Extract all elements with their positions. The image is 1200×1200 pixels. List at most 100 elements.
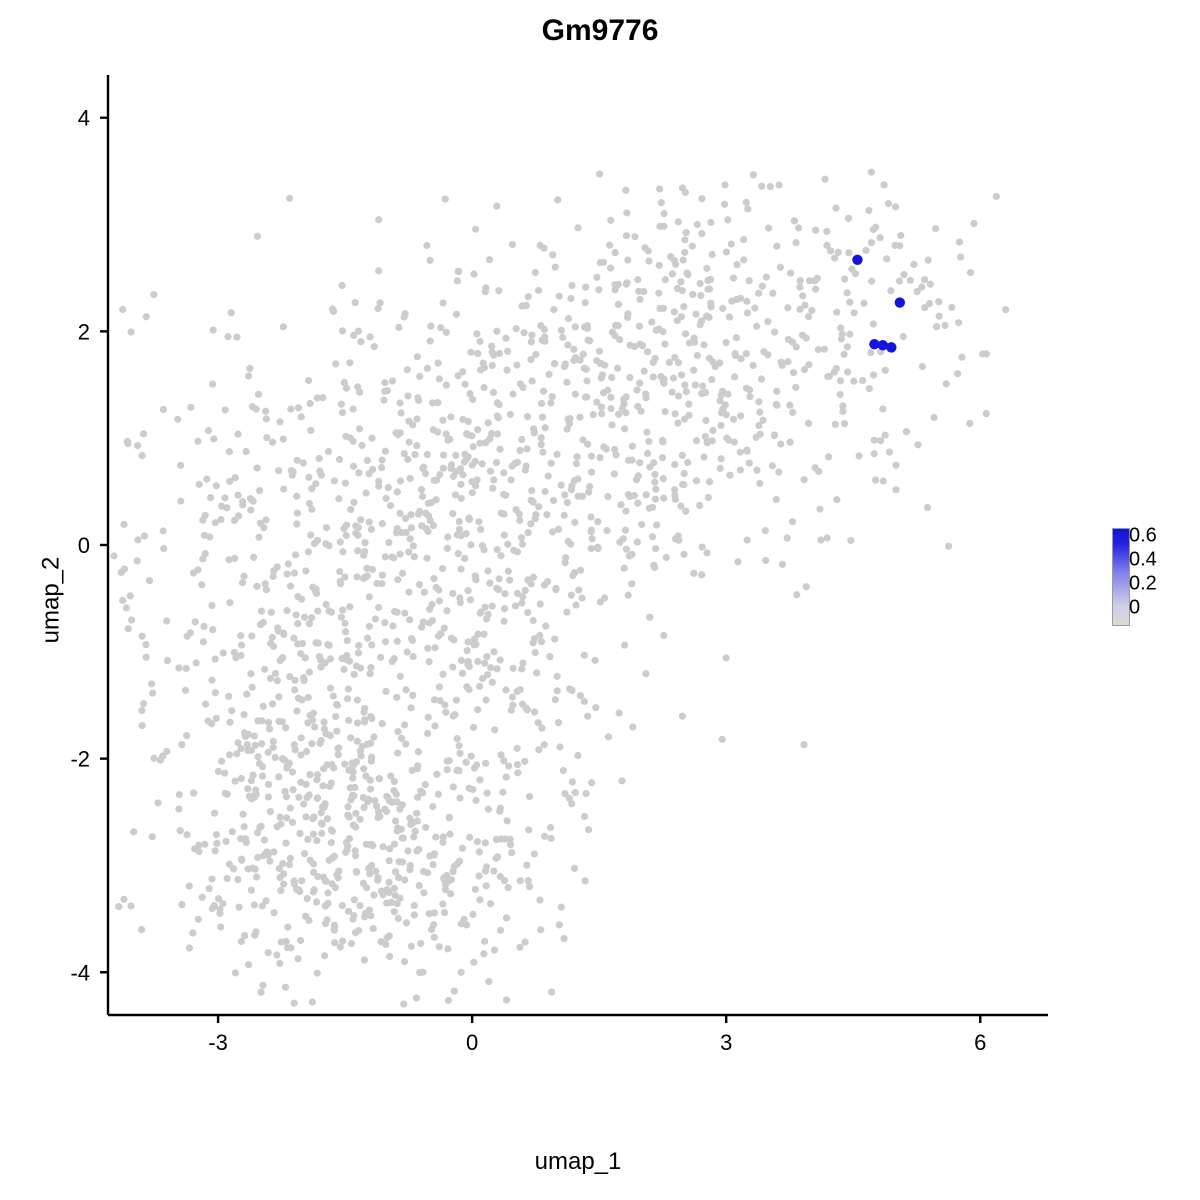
scatter-point[interactable] [298, 413, 305, 420]
scatter-point[interactable] [238, 857, 245, 864]
scatter-point[interactable] [362, 489, 369, 496]
scatter-point[interactable] [558, 904, 565, 911]
scatter-point[interactable] [240, 711, 247, 718]
scatter-point[interactable] [363, 841, 370, 848]
scatter-point[interactable] [623, 546, 630, 553]
scatter-point[interactable] [226, 751, 233, 758]
scatter-point[interactable] [409, 767, 416, 774]
scatter-point[interactable] [724, 390, 731, 397]
scatter-point[interactable] [386, 953, 393, 960]
scatter-point[interactable] [276, 718, 283, 725]
scatter-point[interactable] [750, 171, 757, 178]
scatter-point[interactable] [369, 566, 376, 573]
scatter-point[interactable] [141, 532, 148, 539]
scatter-point[interactable] [633, 386, 640, 393]
scatter-point[interactable] [646, 463, 653, 470]
scatter-point[interactable] [463, 921, 470, 928]
scatter-point[interactable] [344, 803, 351, 810]
scatter-point[interactable] [275, 467, 282, 474]
scatter-point[interactable] [265, 781, 272, 788]
scatter-point[interactable] [669, 270, 676, 277]
scatter-point[interactable] [837, 377, 844, 384]
scatter-point[interactable] [557, 482, 564, 489]
scatter-point[interactable] [182, 687, 189, 694]
scatter-point[interactable] [389, 377, 396, 384]
scatter-point[interactable] [505, 762, 512, 769]
scatter-point[interactable] [245, 961, 252, 968]
scatter-point[interactable] [276, 418, 283, 425]
scatter-point[interactable] [773, 243, 780, 250]
scatter-point[interactable] [441, 625, 448, 632]
scatter-point[interactable] [645, 438, 652, 445]
scatter-point[interactable] [681, 470, 688, 477]
scatter-point[interactable] [269, 439, 276, 446]
scatter-point[interactable] [401, 609, 408, 616]
scatter-point[interactable] [750, 362, 757, 369]
scatter-point[interactable] [540, 245, 547, 252]
scatter-point[interactable] [442, 709, 449, 716]
scatter-point[interactable] [470, 959, 477, 966]
scatter-point[interactable] [366, 670, 373, 677]
scatter-point[interactable] [493, 836, 500, 843]
scatter-point[interactable] [246, 365, 253, 372]
scatter-point[interactable] [396, 895, 403, 902]
scatter-point[interactable] [253, 873, 260, 880]
scatter-point[interactable] [775, 468, 782, 475]
scatter-point[interactable] [174, 416, 181, 423]
scatter-point[interactable] [463, 759, 470, 766]
scatter-point[interactable] [769, 290, 776, 297]
scatter-point[interactable] [457, 566, 464, 573]
scatter-point[interactable] [518, 436, 525, 443]
scatter-point[interactable] [581, 813, 588, 820]
scatter-point[interactable] [331, 939, 338, 946]
scatter-point[interactable] [213, 482, 220, 489]
scatter-point[interactable] [407, 535, 414, 542]
scatter-point[interactable] [668, 389, 675, 396]
scatter-point[interactable] [745, 277, 752, 284]
scatter-point[interactable] [394, 749, 401, 756]
scatter-point[interactable] [198, 581, 205, 588]
scatter-point[interactable] [352, 852, 359, 859]
scatter-point[interactable] [792, 239, 799, 246]
scatter-point[interactable] [441, 909, 448, 916]
scatter-point[interactable] [449, 510, 456, 517]
scatter-point[interactable] [274, 563, 281, 570]
scatter-point[interactable] [803, 334, 810, 341]
scatter-point[interactable] [212, 847, 219, 854]
scatter-point[interactable] [299, 640, 306, 647]
scatter-point[interactable] [430, 921, 437, 928]
scatter-point[interactable] [539, 337, 546, 344]
scatter-point[interactable] [598, 360, 605, 367]
scatter-point[interactable] [447, 890, 454, 897]
scatter-point[interactable] [771, 431, 778, 438]
scatter-point[interactable] [549, 528, 556, 535]
scatter-point[interactable] [208, 876, 215, 883]
scatter-point[interactable] [424, 730, 431, 737]
scatter-point[interactable] [509, 391, 516, 398]
scatter-point[interactable] [476, 683, 483, 690]
scatter-point[interactable] [431, 644, 438, 651]
scatter-point[interactable] [892, 462, 899, 469]
scatter-point[interactable] [283, 764, 290, 771]
scatter-point[interactable] [743, 298, 750, 305]
scatter-point[interactable] [571, 477, 578, 484]
scatter-point[interactable] [617, 501, 624, 508]
scatter-point[interactable] [313, 776, 320, 783]
scatter-point[interactable] [449, 663, 456, 670]
scatter-point[interactable] [385, 539, 392, 546]
scatter-point[interactable] [304, 836, 311, 843]
scatter-point[interactable] [542, 622, 549, 629]
scatter-point[interactable] [302, 567, 309, 574]
scatter-point[interactable] [334, 745, 341, 752]
scatter-point[interactable] [138, 707, 145, 714]
scatter-point[interactable] [267, 808, 274, 815]
scatter-point[interactable] [805, 313, 812, 320]
scatter-point[interactable] [494, 399, 501, 406]
scatter-point[interactable] [634, 539, 641, 546]
scatter-point[interactable] [251, 793, 258, 800]
scatter-point[interactable] [160, 545, 167, 552]
scatter-point[interactable] [579, 493, 586, 500]
scatter-point[interactable] [531, 708, 538, 715]
scatter-point[interactable] [209, 626, 216, 633]
scatter-point[interactable] [319, 394, 326, 401]
